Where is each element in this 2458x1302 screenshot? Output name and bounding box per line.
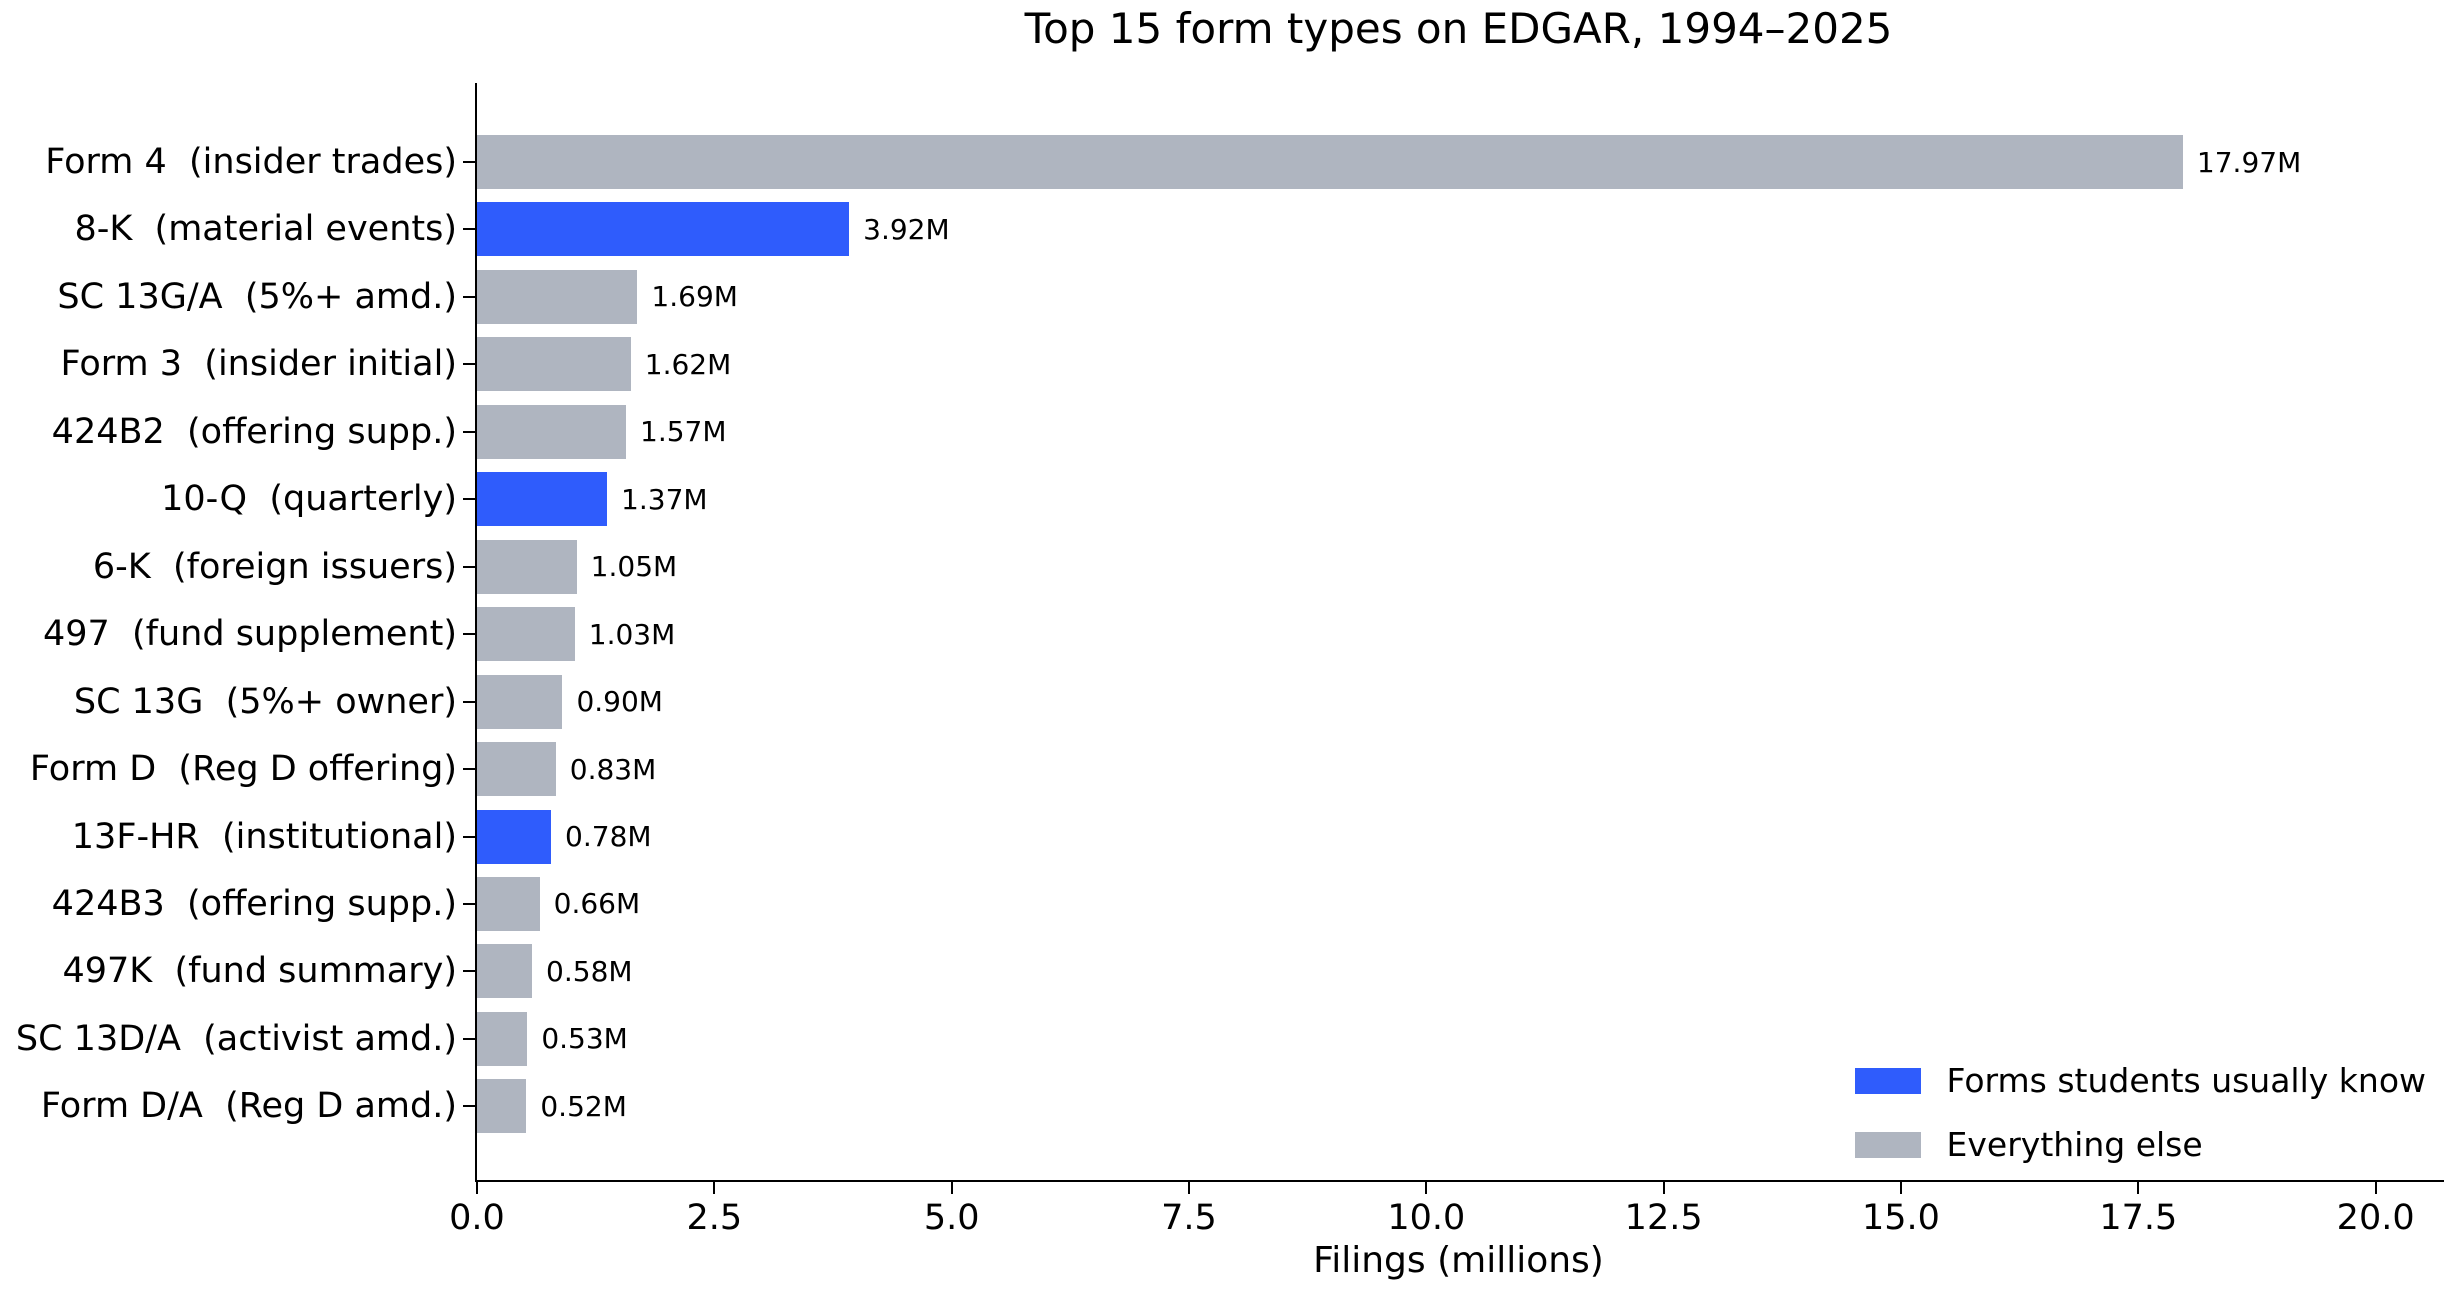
bar-value-label: 0.78M [565, 820, 652, 853]
legend: Forms students usually know Everything el… [1854, 1061, 2426, 1164]
legend-item: Everything else [1854, 1125, 2426, 1164]
x-tick-mark [1899, 1182, 1902, 1194]
plot-area: 17.97M 3.92M 1.69M 1.62M 1.57M 1.37M 1.05M 1.03… [16, 83, 2444, 1238]
bar-value-label: 0.83M [569, 752, 657, 786]
bar-value-label: 1.62M [644, 347, 732, 381]
bar [477, 809, 552, 864]
bar-value-label: 0.58M [546, 954, 633, 988]
y-tick-label: 497 (fund supplement) [42, 614, 457, 655]
y-tick-label: SC 13G/A (5%+ amd.) [57, 276, 457, 317]
legend-swatch-other-icon [1854, 1131, 1921, 1158]
y-tick-mark [463, 295, 475, 298]
y-tick-mark [463, 970, 475, 973]
bar-value-label: 0.90M [576, 685, 663, 719]
y-tick-label: 8-K (material events) [74, 209, 457, 250]
bar [477, 202, 850, 257]
x-tick-mark [1425, 1182, 1428, 1194]
x-tick-label: 0.0 [449, 1198, 505, 1238]
y-tick-label: SC 13G (5%+ owner) [73, 681, 457, 722]
x-tick-mark [1662, 1182, 1665, 1194]
chart-title: Top 15 form types on EDGAR, 1994–2025 [1024, 4, 1893, 53]
y-tick-label: 424B3 (offering supp.) [51, 883, 457, 924]
x-tick-mark [950, 1182, 953, 1194]
x-tick-label: 17.5 [2099, 1198, 2178, 1238]
bar [477, 1011, 528, 1066]
bar [477, 944, 533, 999]
bar-value-label: 1.69M [651, 280, 738, 314]
y-tick-mark [463, 633, 475, 636]
bar-value-label: 17.97M [2196, 145, 2302, 179]
x-tick-label: 2.5 [686, 1198, 743, 1238]
x-tick-label: 5.0 [923, 1198, 980, 1238]
bar [477, 269, 638, 324]
bar-value-label: 3.92M [863, 212, 950, 246]
bar [477, 1079, 527, 1134]
x-tick-label: 15.0 [1862, 1198, 1940, 1238]
bar-value-label: 1.05M [590, 550, 678, 584]
bar [477, 539, 577, 594]
y-tick-label: Form D (Reg D offering) [29, 749, 457, 790]
y-tick-mark [463, 161, 475, 163]
bar [477, 337, 631, 392]
y-tick-label: 497K (fund summary) [62, 951, 457, 992]
bar [477, 674, 563, 729]
y-tick-label: 13F-HR (institutional) [71, 816, 457, 857]
x-tick-label: 12.5 [1624, 1198, 1703, 1238]
y-tick-label: 10-Q (quarterly) [161, 479, 457, 520]
legend-item: Forms students usually know [1854, 1061, 2426, 1100]
x-tick-mark [713, 1182, 716, 1194]
y-tick-mark [463, 835, 475, 838]
x-tick-label: 7.5 [1161, 1198, 1217, 1238]
bar [477, 742, 556, 797]
bar-value-label: 1.03M [588, 617, 676, 651]
x-tick-mark [2374, 1182, 2377, 1194]
bar-value-label: 1.57M [640, 415, 727, 449]
x-tick-label: 20.0 [2336, 1198, 2415, 1238]
bar [477, 472, 608, 527]
y-tick-mark [463, 1037, 475, 1040]
y-tick-mark [463, 700, 475, 703]
legend-label: Everything else [1946, 1125, 2203, 1164]
bar-value-label: 0.52M [540, 1089, 627, 1123]
bar-value-label: 0.53M [541, 1022, 628, 1056]
bar-value-label: 1.37M [621, 482, 708, 516]
x-axis-label: Filings (millions) [1313, 1240, 1604, 1281]
legend-swatch-highlight-icon [1854, 1067, 1921, 1094]
y-tick-mark [463, 768, 475, 771]
y-tick-mark [463, 1105, 475, 1108]
x-tick-mark [2137, 1182, 2140, 1194]
x-tick-label: 10.0 [1387, 1198, 1466, 1238]
y-tick-mark [463, 228, 475, 231]
y-tick-label: Form D/A (Reg D amd.) [40, 1086, 457, 1127]
bar [477, 876, 540, 931]
y-tick-label: 6-K (foreign issuers) [92, 546, 457, 587]
bar [477, 135, 2183, 189]
x-tick-mark [476, 1182, 478, 1194]
y-tick-label: Form 4 (insider trades) [45, 142, 457, 182]
bar [477, 607, 575, 662]
y-tick-mark [463, 498, 475, 501]
x-tick-mark [1187, 1182, 1190, 1194]
y-tick-label: Form 3 (insider initial) [60, 344, 457, 385]
legend-label: Forms students usually know [1946, 1061, 2426, 1100]
y-tick-mark [463, 430, 475, 433]
y-tick-mark [463, 565, 475, 568]
y-tick-label: SC 13D/A (activist amd.) [15, 1018, 457, 1059]
y-tick-mark [463, 902, 475, 905]
y-tick-label: 424B2 (offering supp.) [51, 411, 457, 452]
bar-value-label: 0.66M [553, 887, 641, 921]
bar [477, 404, 627, 459]
y-tick-mark [463, 363, 475, 366]
